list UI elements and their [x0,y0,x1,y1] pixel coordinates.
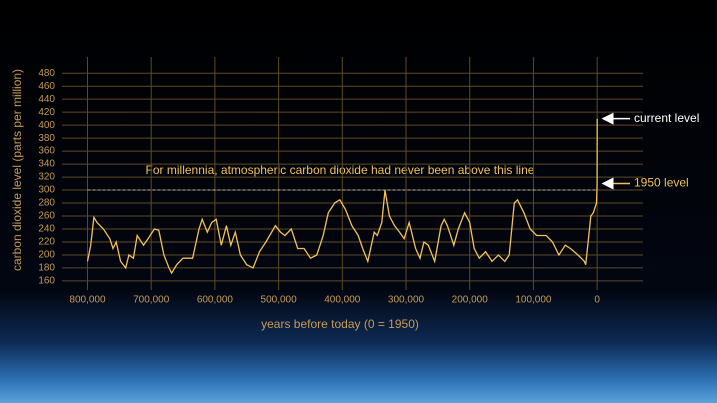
annotation: For millennia, atmospheric carbon dioxid… [146,163,535,177]
y-tick-label: 280 [38,198,55,209]
x-tick-label: 500,000 [261,295,298,306]
y-tick-label: 400 [38,120,55,131]
y-tick-label: 260 [38,211,55,222]
x-tick-label: 300,000 [388,295,425,306]
y-tick-label: 340 [38,159,55,170]
y-tick-label: 160 [38,276,55,287]
y-tick-label: 380 [38,133,55,144]
current-label: current level [634,111,699,125]
x-tick-label: 0 [594,295,600,306]
y-axis-label: carbon dioxide level (parts per million) [10,69,24,271]
y-tick-label: 440 [38,94,55,105]
x-axis-label: years before today (0 = 1950) [261,317,419,331]
x-tick-label: 600,000 [197,295,234,306]
data-line [86,118,598,275]
x-tick-label: 800,000 [69,295,106,306]
y-tick-label: 180 [38,263,55,274]
y-tick-label: 200 [38,250,55,261]
y-tick-label: 220 [38,237,55,248]
y-tick-label: 300 [38,185,55,196]
x-tick-label: 400,000 [324,295,361,306]
1950-label: 1950 level [634,176,689,190]
x-tick-label: 200,000 [452,295,489,306]
y-tick-label: 240 [38,224,55,235]
y-tick-label: 360 [38,146,55,157]
y-tick-label: 460 [38,81,55,92]
x-tick-label: 100,000 [515,295,552,306]
y-tick-label: 420 [38,107,55,118]
y-tick-label: 320 [38,172,55,183]
x-tick-label: 700,000 [133,295,170,306]
y-tick-label: 480 [38,68,55,79]
